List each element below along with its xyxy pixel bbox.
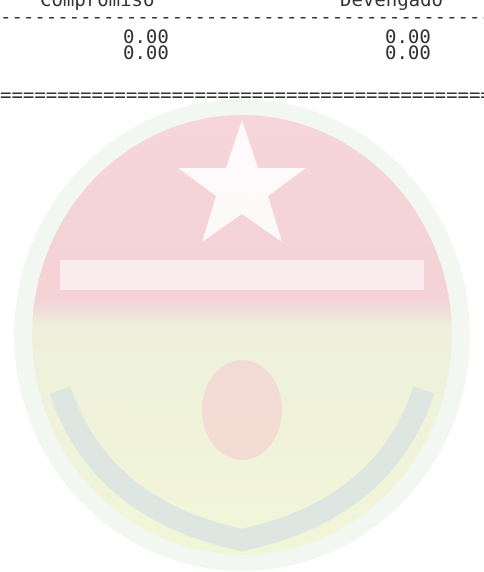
watermark-emblem	[14, 99, 470, 571]
dash-separator: ----------------------------------------…	[0, 6, 484, 28]
equals-separator: ========================================…	[0, 84, 484, 106]
cell-value: 0.00	[123, 26, 169, 48]
cell-value: 0.00	[123, 42, 169, 64]
column-header: Devengado	[340, 0, 443, 11]
cell-value: 0.00	[385, 26, 431, 48]
cell-value: 0.00	[385, 42, 431, 64]
column-header: Compromiso	[40, 0, 155, 11]
